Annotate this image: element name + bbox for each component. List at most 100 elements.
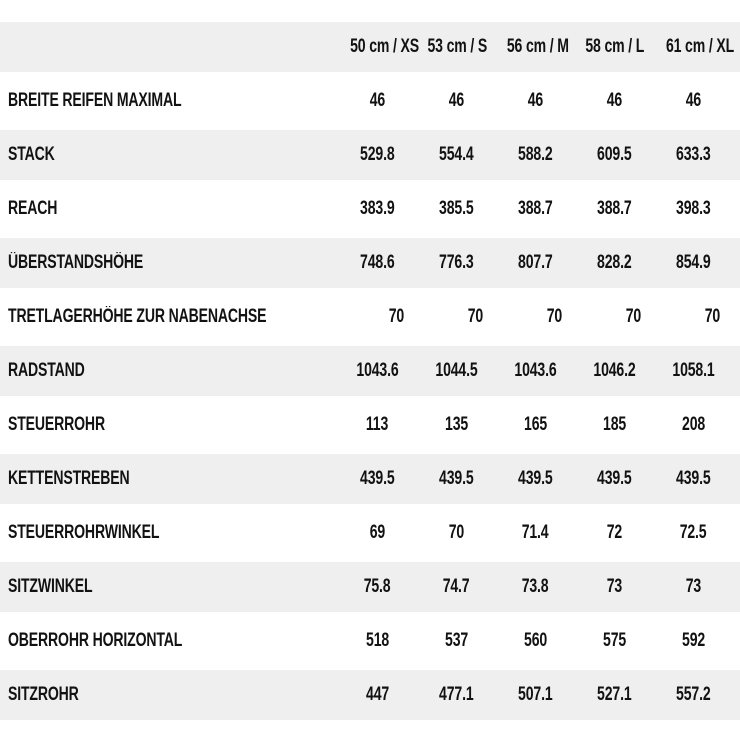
table-row-oberrohr-horizontal: OBERROHR HORIZONTAL 518 537 560 575 592 [0, 616, 740, 666]
table-row-kettenstreben: KETTENSTREBEN 439.5 439.5 439.5 439.5 43… [0, 454, 740, 504]
value-cell: 46 [417, 91, 496, 111]
value-text: 592 [681, 630, 706, 651]
value-text: 477.1 [439, 684, 474, 705]
row-label-text: OBERROHR HORIZONTAL [8, 630, 183, 651]
value-text: 447 [365, 684, 390, 705]
row-label-text: KETTENSTREBEN [8, 468, 130, 489]
value-text: 383.9 [360, 198, 395, 219]
column-header-s: 53 cm / S [417, 37, 496, 57]
value-cell: 135 [417, 415, 496, 435]
value-text: 388.7 [597, 198, 632, 219]
table-row-sitzwinkel: SITZWINKEL 75.8 74.7 73.8 73 73 [0, 562, 740, 612]
column-header-xl: 61 cm / XL [654, 37, 734, 57]
value-text: 69 [369, 522, 386, 543]
column-header-l: 58 cm / L [575, 37, 654, 57]
value-cell: 72.5 [654, 523, 733, 543]
value-cell: 748.6 [338, 253, 417, 273]
value-cell: 447 [338, 685, 417, 705]
value-text: 807.7 [518, 252, 553, 273]
value-cell: 439.5 [338, 469, 417, 489]
value-cell: 560 [496, 631, 575, 651]
value-cell: 71.4 [496, 523, 575, 543]
value-cell: 527.1 [575, 685, 654, 705]
table-row-ueberstandshoehe: ÜBERSTANDSHÖHE 748.6 776.3 807.7 828.2 8… [0, 238, 740, 288]
value-cell: 439.5 [654, 469, 733, 489]
value-text: 537 [444, 630, 469, 651]
value-cell: 46 [575, 91, 654, 111]
value-text: 73 [606, 576, 623, 597]
value-text: 72 [606, 522, 623, 543]
value-cell: 73.8 [496, 577, 575, 597]
value-text: 854.9 [676, 252, 711, 273]
value-text: 385.5 [439, 198, 474, 219]
row-label-text: TRETLAGERHÖHE ZUR NABENACHSE [8, 306, 267, 327]
value-text: 439.5 [597, 468, 632, 489]
value-text: 208 [681, 414, 706, 435]
value-text: 439.5 [439, 468, 474, 489]
table-row-stack: STACK 529.8 554.4 588.2 609.5 633.3 [0, 130, 740, 180]
row-label: ÜBERSTANDSHÖHE [8, 253, 338, 273]
value-cell: 75.8 [338, 577, 417, 597]
row-label: KETTENSTREBEN [8, 469, 338, 489]
value-cell: 70 [673, 307, 740, 327]
row-label: STEUERROHR [8, 415, 338, 435]
value-cell: 592 [654, 631, 733, 651]
value-cell: 383.9 [338, 199, 417, 219]
value-text: 776.3 [439, 252, 474, 273]
value-cell: 507.1 [496, 685, 575, 705]
column-header-s-text: 53 cm / S [427, 36, 488, 57]
value-text: 70 [388, 306, 405, 327]
value-cell: 776.3 [417, 253, 496, 273]
value-cell: 807.7 [496, 253, 575, 273]
geometry-table: 50 cm / XS 53 cm / S 56 cm / M 58 cm / L… [0, 22, 740, 720]
value-text: 518 [365, 630, 390, 651]
row-label-text: ÜBERSTANDSHÖHE [8, 252, 144, 273]
value-cell: 46 [496, 91, 575, 111]
value-text: 46 [527, 90, 544, 111]
value-text: 165 [523, 414, 548, 435]
value-cell: 537 [417, 631, 496, 651]
value-text: 46 [685, 90, 702, 111]
value-text: 748.6 [360, 252, 395, 273]
value-text: 560 [523, 630, 548, 651]
value-text: 135 [444, 414, 469, 435]
row-label: SITZROHR [8, 685, 338, 705]
value-cell: 70 [515, 307, 594, 327]
table-row-breite-reifen-maximal: BREITE REIFEN MAXIMAL 46 46 46 46 46 [0, 76, 740, 126]
column-header-l-text: 58 cm / L [585, 36, 645, 57]
row-label-text: RADSTAND [8, 360, 85, 381]
value-text: 74.7 [443, 576, 470, 597]
value-cell: 69 [338, 523, 417, 543]
value-text: 71.4 [522, 522, 549, 543]
value-cell: 165 [496, 415, 575, 435]
value-cell: 609.5 [575, 145, 654, 165]
value-cell: 73 [654, 577, 733, 597]
value-text: 633.3 [676, 144, 711, 165]
row-label: SITZWINKEL [8, 577, 338, 597]
table-row-reach: REACH 383.9 385.5 388.7 388.7 398.3 [0, 184, 740, 234]
value-text: 529.8 [360, 144, 395, 165]
value-text: 388.7 [518, 198, 553, 219]
value-text: 1043.6 [356, 360, 399, 381]
value-cell: 439.5 [417, 469, 496, 489]
value-cell: 1046.2 [575, 361, 654, 381]
value-cell: 388.7 [496, 199, 575, 219]
value-cell: 1058.1 [654, 361, 733, 381]
value-cell: 828.2 [575, 253, 654, 273]
value-text: 439.5 [360, 468, 395, 489]
column-header-xs-text: 50 cm / XS [350, 36, 419, 57]
column-header-m-text: 56 cm / M [506, 36, 569, 57]
value-cell: 1044.5 [417, 361, 496, 381]
value-text: 46 [606, 90, 623, 111]
row-label: STACK [8, 145, 338, 165]
value-text: 398.3 [676, 198, 711, 219]
value-text: 439.5 [518, 468, 553, 489]
table-row-tretlagerhoehe: TRETLAGERHÖHE ZUR NABENACHSE 70 70 70 70… [0, 292, 740, 342]
row-label: OBERROHR HORIZONTAL [8, 631, 338, 651]
row-label: STEUERROHRWINKEL [8, 523, 338, 543]
table-row-sitzrohr: SITZROHR 447 477.1 507.1 527.1 557.2 [0, 670, 740, 720]
value-text: 507.1 [518, 684, 553, 705]
value-cell: 554.4 [417, 145, 496, 165]
value-cell: 74.7 [417, 577, 496, 597]
value-cell: 208 [654, 415, 733, 435]
